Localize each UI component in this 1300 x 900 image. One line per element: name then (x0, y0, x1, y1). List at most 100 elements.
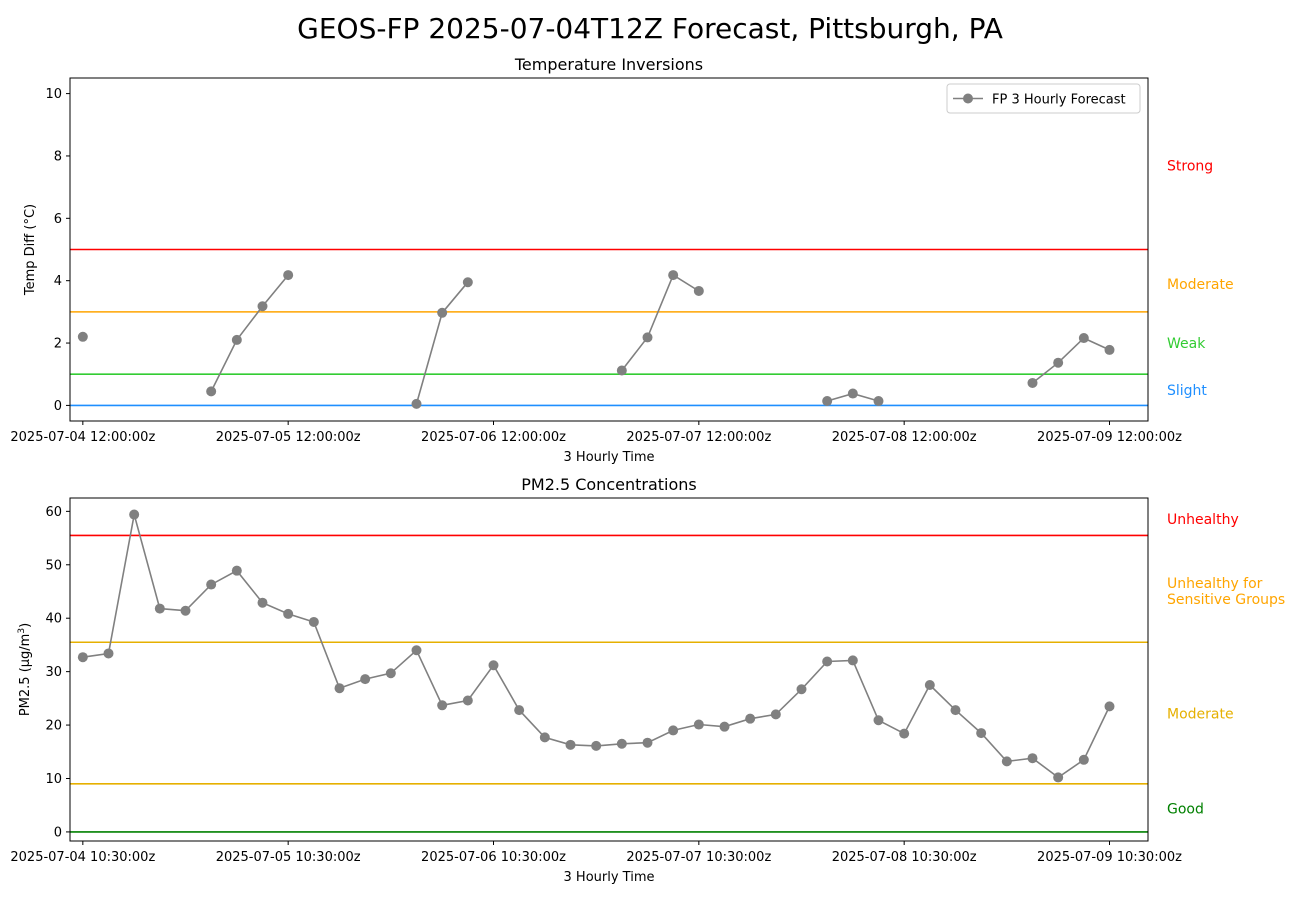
temp-y-tick-label: 6 (54, 212, 62, 227)
pm25-x-tick-label: 2025-07-05 10:30:00z (216, 850, 361, 865)
pm25-data-point (231, 565, 242, 576)
temp-series-line-2 (415, 281, 469, 405)
pm25-panel-title: PM2.5 Concentrations (521, 475, 697, 494)
ylabel-main: PM2.5 (µg/m (18, 634, 33, 717)
temp-data-point (283, 270, 294, 281)
pm25-data-point (1078, 754, 1089, 765)
pm25-data-point (206, 579, 217, 590)
pm25-y-tick-label: 50 (45, 558, 62, 573)
temp-x-tick-label: 2025-07-07 12:00:00z (626, 430, 771, 445)
temp-y-tick-label: 2 (54, 337, 62, 352)
pm25-x-tick-label: 2025-07-09 10:30:00z (1037, 850, 1182, 865)
temp-x-tick-label: 2025-07-09 12:00:00z (1037, 430, 1182, 445)
pm25-data-point (1027, 753, 1038, 764)
pm25-category-label: Sensitive Groups (1167, 592, 1285, 608)
temp-series-line-1 (210, 274, 289, 392)
temp-x-tick-label: 2025-07-05 12:00:00z (216, 430, 361, 445)
temp-data-point (693, 285, 704, 296)
ylabel-superscript: 3 (17, 628, 27, 634)
pm25-y-axis-title: PM2.5 (µg/m3) (17, 623, 33, 716)
pm25-data-point (924, 679, 935, 690)
pm25-data-point (103, 648, 114, 659)
legend-marker-swatch (963, 93, 973, 104)
pm25-x-tick-label: 2025-07-04 10:30:00z (10, 850, 155, 865)
pm25-x-tick-label: 2025-07-06 10:30:00z (421, 850, 566, 865)
temp-data-point (411, 398, 422, 409)
pm25-data-point (514, 705, 525, 716)
temp-data-point (257, 301, 268, 312)
temp-y-tick-label: 10 (45, 87, 62, 102)
temp-series-line-3 (621, 273, 700, 371)
pm25-category-label: Unhealthy for (1167, 576, 1263, 592)
pm25-y-tick-label: 30 (45, 665, 62, 680)
ylabel-close: ) (18, 623, 33, 628)
pm25-y-tick-label: 20 (45, 719, 62, 734)
pm25-category-label: Good (1167, 801, 1204, 817)
pm25-x-tick-label: 2025-07-07 10:30:00z (626, 850, 771, 865)
pm25-data-point (719, 721, 730, 732)
pm25-data-point (822, 656, 833, 667)
pm25-data-point (796, 684, 807, 695)
pm25-concentrations-panel: PM2.5 Concentrations 0 10 20 30 40 50 60 2025-07… (10, 475, 1285, 885)
figure-title: GEOS-FP 2025-07-04T12Z Forecast, Pittsbu… (297, 12, 1003, 45)
temp-data-point (77, 331, 88, 342)
pm25-x-tick-label: 2025-07-08 10:30:00z (832, 850, 977, 865)
temp-data-point (206, 386, 217, 397)
pm25-data-point (257, 597, 268, 608)
temp-data-point (847, 388, 858, 399)
pm25-y-tick-label: 40 (45, 612, 62, 627)
temp-y-tick-label: 4 (54, 274, 62, 289)
temp-category-label: Strong (1167, 158, 1213, 174)
temp-data-point (1078, 333, 1089, 344)
pm25-data-point (334, 683, 345, 694)
pm25-data-point (539, 732, 550, 743)
pm25-data-point (488, 660, 499, 671)
pm25-series-line-0 (82, 514, 1111, 779)
temp-data-point (1053, 357, 1064, 368)
temp-category-label: Weak (1167, 336, 1206, 352)
pm25-data-point (360, 674, 371, 685)
temp-data-point (437, 307, 448, 318)
temp-data-point (1104, 344, 1115, 355)
pm25-data-point (873, 715, 884, 726)
temp-series-line-5 (1032, 337, 1110, 384)
temp-category-label: Moderate (1167, 277, 1234, 293)
pm25-data-point (770, 709, 781, 720)
pm25-data-point (283, 608, 294, 619)
pm25-data-point (693, 719, 704, 730)
temp-x-tick-label: 2025-07-04 12:00:00z (10, 430, 155, 445)
pm25-data-point (462, 695, 473, 706)
pm25-x-axis-title: 3 Hourly Time (564, 870, 655, 885)
pm25-data-point (616, 738, 627, 749)
pm25-data-point (1053, 772, 1064, 783)
temp-x-tick-label: 2025-07-08 12:00:00z (832, 430, 977, 445)
pm25-data-point (129, 509, 140, 520)
pm25-data-point (1104, 701, 1115, 712)
pm25-data-point (437, 700, 448, 711)
legend-entry-label: FP 3 Hourly Forecast (992, 93, 1126, 108)
temp-y-axis-title: Temp Diff (°C) (23, 204, 38, 296)
pm25-y-tick-label: 0 (54, 825, 62, 840)
temp-axes-frame (69, 77, 1149, 422)
pm25-data-point (180, 605, 191, 616)
temp-data-point (616, 365, 627, 376)
pm25-data-point (308, 616, 319, 627)
pm25-data-point (565, 739, 576, 750)
temp-data-point (1027, 377, 1038, 388)
pm25-y-tick-label: 60 (45, 505, 62, 520)
pm25-data-point (976, 728, 987, 739)
pm25-data-point (591, 740, 602, 751)
pm25-data-point (847, 655, 858, 666)
pm25-data-point (899, 728, 910, 739)
temp-y-tick-label: 8 (54, 149, 62, 164)
temp-x-tick-label: 2025-07-06 12:00:00z (421, 430, 566, 445)
temp-panel-title: Temperature Inversions (514, 55, 703, 74)
temp-data-point (231, 334, 242, 345)
pm25-y-tick-label: 10 (45, 772, 62, 787)
pm25-data-point (950, 705, 961, 716)
temp-category-label: Slight (1167, 383, 1207, 399)
pm25-category-label: Moderate (1167, 706, 1234, 722)
temp-data-point (668, 270, 679, 281)
pm25-data-point (1001, 756, 1012, 767)
